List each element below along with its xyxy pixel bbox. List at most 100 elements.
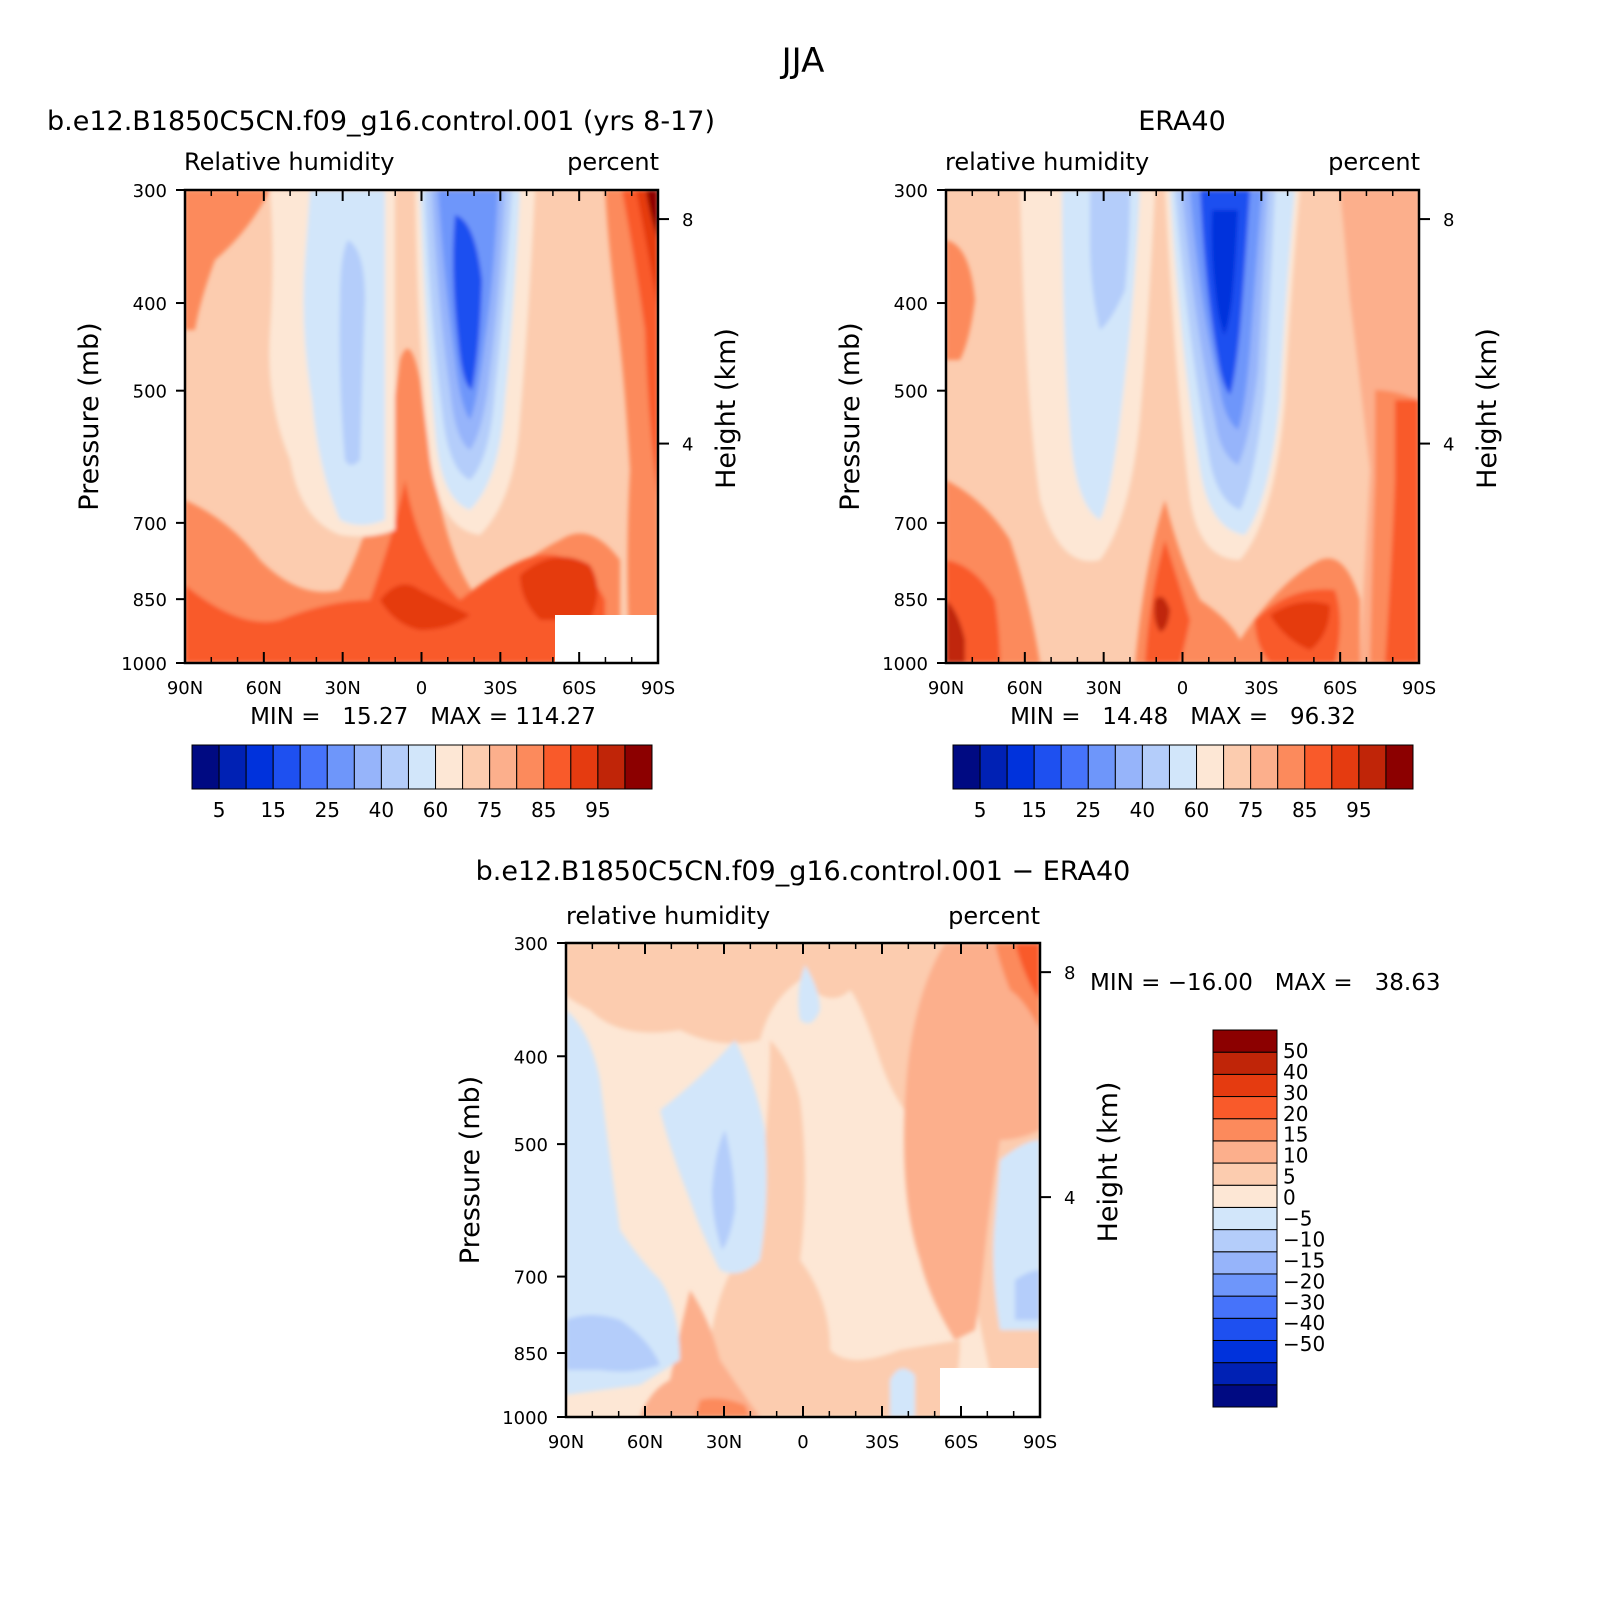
colorbar-label: 5 xyxy=(1283,1165,1296,1189)
colorbar-label: −15 xyxy=(1283,1248,1325,1272)
panel-difference-minmax: MIN = −16.00 MAX = 38.63 xyxy=(1090,970,1440,996)
x-tick-label: 30S xyxy=(1244,678,1278,699)
colorbar-label: 95 xyxy=(1346,798,1371,822)
colorbar-swatch xyxy=(1212,1229,1278,1253)
panel-era40-minmax: MIN = 14.48 MAX = 96.32 xyxy=(1010,704,1356,730)
x-tick-label: 90S xyxy=(1402,678,1436,699)
panel-era40-title: ERA40 xyxy=(1138,106,1226,137)
colorbar-swatch xyxy=(407,744,437,790)
colorbar-swatch xyxy=(1212,1096,1278,1120)
colorbar-label: 25 xyxy=(315,798,340,822)
colorbar-swatch xyxy=(1212,1339,1278,1364)
panel-model: b.e12.B1850C5CN.f09_g16.control.001 (yrs… xyxy=(47,106,715,663)
y-tick-label: 1000 xyxy=(502,1408,548,1429)
y-tick-label: 500 xyxy=(514,1135,548,1156)
colorbar-swatch xyxy=(1006,744,1035,790)
colorbar-swatch xyxy=(1277,744,1306,790)
panel-model-left-label: Relative humidity xyxy=(184,148,394,176)
colorbar-label: 5 xyxy=(974,798,987,822)
panel-era40-contour-85-lower-2 xyxy=(1145,540,1190,663)
y-tick-label: 1000 xyxy=(882,654,928,675)
panel-era40-colorbar: 5 15 25 40 60 75 85 95 xyxy=(952,744,1414,822)
x-tick-label: 30N xyxy=(324,678,360,699)
colorbar-swatch xyxy=(326,744,355,790)
colorbar-swatch xyxy=(245,744,274,790)
x-tick-label: 90N xyxy=(548,1432,584,1453)
panel-era40-contour-75-left xyxy=(946,240,975,360)
panel-difference-y2label: Height (km) xyxy=(1093,1082,1124,1243)
x-tick-label: 0 xyxy=(416,678,427,699)
panel-model-contour-95-right xyxy=(646,190,658,240)
panel-difference-axes: 90N 60N 30N 0 30S 60S 90S 300 400 500 700 850 1000 8 4… xyxy=(455,934,1124,1453)
y-tick-label: 500 xyxy=(894,382,928,403)
colorbar-swatch xyxy=(979,744,1008,790)
panel-model-contour-85-lower xyxy=(185,480,605,663)
colorbar-label: 95 xyxy=(585,798,610,822)
colorbar-label: 25 xyxy=(1076,798,1101,822)
x-tick-label: 30N xyxy=(1085,678,1121,699)
colorbar-swatch xyxy=(597,744,626,790)
colorbar-swatch xyxy=(1212,1118,1278,1142)
colorbar-swatch xyxy=(1385,744,1414,790)
colorbar-label: 75 xyxy=(1238,798,1263,822)
panel-difference-ylabel: Pressure (mb) xyxy=(455,1076,486,1264)
y-tick-label: 850 xyxy=(514,1344,548,1365)
panel-model-axes: 90N 60N 30N 0 30S 60S 90S 300 400 500 700 850 1000 8 4… xyxy=(74,181,742,699)
panel-model-y2label: Height (km) xyxy=(711,328,742,489)
colorbar-swatch xyxy=(1358,744,1387,790)
colorbar-label: 85 xyxy=(531,798,556,822)
panel-era40-left-label: relative humidity xyxy=(945,148,1149,176)
panel-difference-contour-neg-left xyxy=(566,1010,680,1395)
x-tick-label: 30S xyxy=(865,1432,899,1453)
colorbar-label: 40 xyxy=(369,798,394,822)
colorbar-swatch xyxy=(1304,744,1333,790)
panel-model-ylabel: Pressure (mb) xyxy=(74,322,105,510)
colorbar-swatch xyxy=(1060,744,1089,790)
panel-difference-field xyxy=(566,943,1040,1417)
colorbar-label: −50 xyxy=(1283,1332,1325,1356)
x-tick-label: 60S xyxy=(944,1432,978,1453)
colorbar-swatch xyxy=(218,744,247,790)
colorbar-swatch xyxy=(1212,1029,1278,1053)
colorbar-swatch xyxy=(1033,744,1062,790)
panel-era40-contour-95-lower-2 xyxy=(1154,596,1170,632)
panel-model-contour-15-center xyxy=(453,215,482,390)
panel-era40-ylabel: Pressure (mb) xyxy=(835,322,866,510)
colorbar-label: 75 xyxy=(477,798,502,822)
panel-era40: ERA40 relative humidity percent xyxy=(945,106,1420,663)
colorbar-label: 10 xyxy=(1283,1144,1308,1168)
y2-tick-label: 8 xyxy=(1064,963,1075,984)
legends-layer: 5 15 25 40 60 75 85 95 5 15 25 40 60 75 85 955040302015… xyxy=(191,744,1414,1408)
y2-tick-label: 8 xyxy=(1443,210,1454,231)
panel-model-contour-90-lower-2 xyxy=(520,557,598,620)
y-tick-label: 500 xyxy=(133,382,167,403)
y-tick-label: 850 xyxy=(133,590,167,611)
colorbar-label: −40 xyxy=(1283,1311,1325,1335)
y-tick-label: 1000 xyxy=(121,654,167,675)
colorbar-swatch xyxy=(1331,744,1360,790)
x-tick-label: 90S xyxy=(641,678,675,699)
x-tick-label: 30N xyxy=(706,1432,742,1453)
y-tick-label: 300 xyxy=(514,934,548,955)
colorbar-swatch xyxy=(1087,744,1116,790)
colorbar-label: 5 xyxy=(213,798,226,822)
x-tick-label: 0 xyxy=(797,1432,808,1453)
colorbar-swatch xyxy=(1212,1140,1278,1164)
colorbar-label: 85 xyxy=(1292,798,1317,822)
page-title: JJA xyxy=(780,41,825,81)
colorbar-swatch xyxy=(1212,1295,1278,1319)
panel-era40-contour-90-lower-2 xyxy=(1270,601,1330,650)
colorbar-label: 40 xyxy=(1130,798,1155,822)
colorbar-label: 15 xyxy=(1283,1123,1308,1147)
x-tick-label: 60N xyxy=(1007,678,1043,699)
panel-model-contour-75 xyxy=(185,190,270,330)
panel-difference-right-label: percent xyxy=(948,902,1040,930)
colorbar-swatch xyxy=(1223,744,1252,790)
y-tick-label: 400 xyxy=(894,294,928,315)
panel-difference-contour-5-mid xyxy=(700,1040,960,1417)
y2-tick-label: 4 xyxy=(682,435,693,456)
colorbar-swatch xyxy=(1212,1273,1278,1297)
y2-tick-label: 4 xyxy=(1443,435,1454,456)
